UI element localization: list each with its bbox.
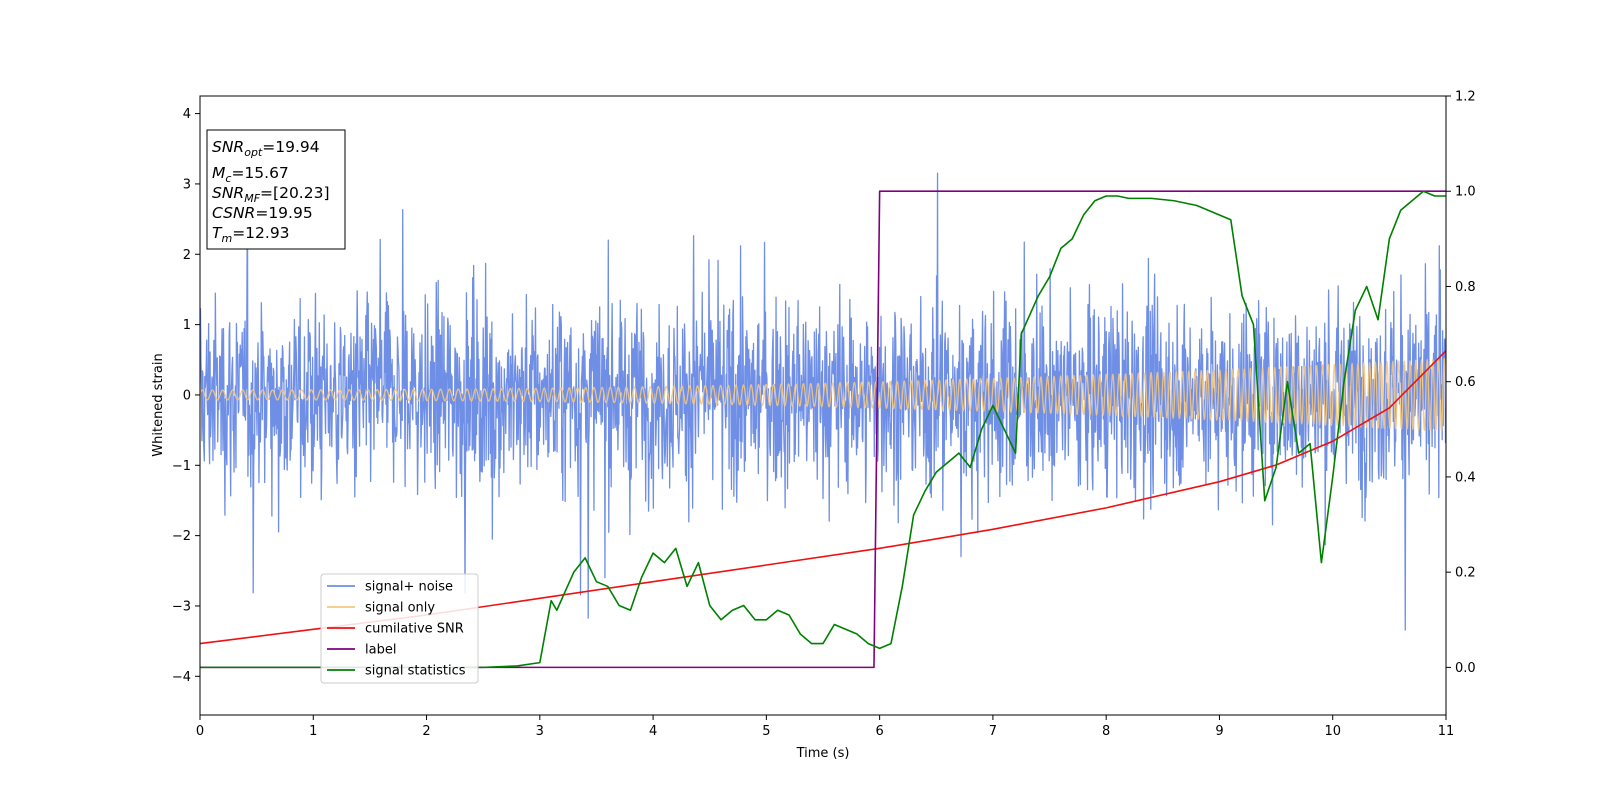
x-tick-label: 5 [762,724,770,739]
annotation-line: Mc=15.67 [212,164,289,185]
y-left-tick-label: −2 [172,529,191,544]
y-left-tick-label: 0 [183,388,191,403]
x-axis: 0 1 2 3 4 5 6 7 8 9 10 11 [196,715,1454,739]
series-line-3 [200,190,1446,669]
y-left-tick-label: 4 [183,107,191,122]
x-tick-label: 11 [1438,724,1455,739]
x-tick-label: 2 [422,724,430,739]
annotation-line: CSNR=19.95 [212,204,313,222]
y-right-tick-label: 1.0 [1455,185,1476,200]
y-left-tick-label: 2 [183,248,191,263]
annotation-line: Tm=12.93 [212,224,290,245]
series-line-0 [200,172,1446,631]
y-axis-label: Whitened strain [151,353,166,456]
legend: signal+ noise signal only cumilative SNR la… [320,573,479,684]
x-tick-label: 3 [536,724,544,739]
y-left-tick-label: 1 [183,318,191,333]
legend-entry-label: signal statistics [365,664,466,679]
x-axis-label: Time (s) [796,746,850,761]
annotation-frame [206,129,346,250]
legend-entry-label: signal only [365,601,435,616]
y-right-tick-label: 0.4 [1455,470,1476,485]
y-right-tick-label: 0.2 [1455,566,1476,581]
legend-frame [320,573,479,684]
y-right-tick-label: 0.6 [1455,375,1476,390]
y-axis-right: 0.0 0.2 0.4 0.6 0.8 1.0 1.2 [1446,90,1476,676]
y-left-tick-label: 3 [183,177,191,192]
x-tick-label: 9 [1215,724,1223,739]
y-axis-left: −4 −3 −2 −1 0 1 2 3 4 [172,107,200,685]
x-tick-label: 7 [989,724,997,739]
annotation-line: SNRMF=[20.23] [212,184,330,205]
x-tick-label: 6 [875,724,883,739]
annotation-box: SNRopt=19.94 Mc=15.67SNRMF=[20.23]CSNR=19… [206,129,346,250]
x-tick-label: 1 [309,724,317,739]
y-right-tick-label: 1.2 [1455,90,1476,105]
x-tick-label: 10 [1324,724,1341,739]
y-right-tick-label: 0.8 [1455,280,1476,295]
y-left-tick-label: −4 [172,670,191,685]
x-tick-label: 8 [1102,724,1110,739]
legend-entry-label: label [365,643,396,658]
y-right-tick-label: 0.0 [1455,661,1476,676]
annotation-line: SNRopt=19.94 [212,138,320,159]
legend-entry-label: cumilative SNR [365,622,464,637]
x-tick-label: 4 [649,724,657,739]
y-left-tick-label: −3 [172,599,191,614]
y-left-tick-label: −1 [172,459,191,474]
plot-frame [199,95,1447,716]
x-tick-label: 0 [196,724,204,739]
legend-entry-label: signal+ noise [365,580,453,595]
series-line-1 [200,357,1446,432]
series-line-4 [200,190,1446,669]
